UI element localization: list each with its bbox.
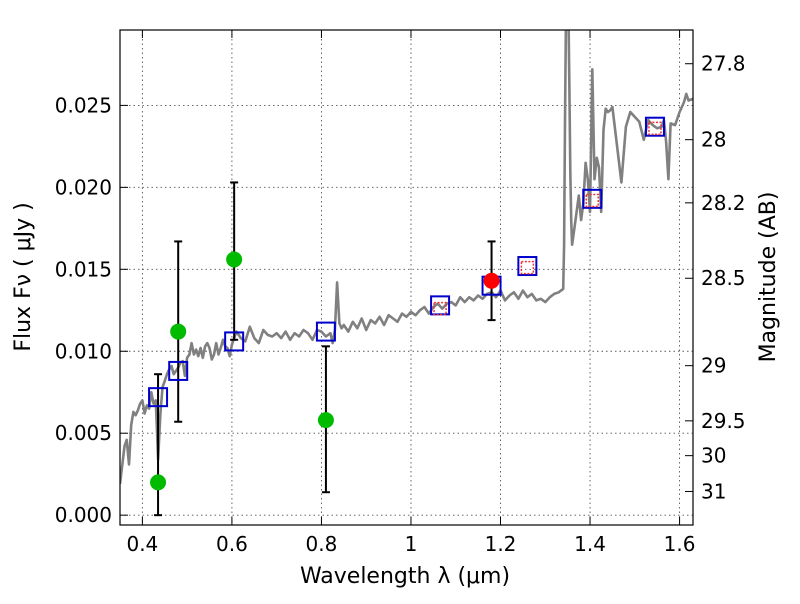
y-tick-label: 0.005 [55,421,112,445]
observed-photometry-point [483,272,500,289]
y-tick-label: 0.015 [55,257,112,281]
observed-photometry-square [585,193,600,208]
x-tick-label: 0.8 [306,532,338,556]
data-markers [148,116,665,491]
model-photometry-point [224,331,245,352]
observed-photometry-square [520,260,535,275]
plot-frame [119,29,694,526]
right-tick-label: 28.5 [701,266,746,290]
tick-labels: 0.4 0.6 0.8 1 1.2 1.4 1.6 0.000 0.005 0.010 0.015 0… [55,52,746,556]
model-photometry-point [148,387,169,408]
y-axis-label-left: Flux Fν ( μJy ) [11,202,36,351]
observed-photometry-square [648,121,662,136]
x-tick-label: 1 [405,532,418,556]
right-tick-label: 29.5 [701,409,746,433]
right-tick-label: 28 [701,128,726,152]
observed-photometry-point [150,474,167,491]
y-tick-label: 0.025 [55,93,112,117]
y-axis-label-right: Magnitude (AB) [756,192,781,363]
model-photometry-point [168,360,189,381]
right-tick-label: 27.8 [701,52,746,76]
grid-lines [120,30,693,525]
observed-photometry-point [170,323,187,340]
right-tick-label: 28.2 [701,191,746,215]
observed-photometry-point [226,251,243,268]
template-spectrum-line [120,30,693,485]
y-tick-label: 0.020 [55,175,112,199]
model-photometry-point [582,188,603,209]
y-tick-label: 0.010 [55,339,112,363]
x-tick-label: 1.6 [664,532,696,556]
x-axis-label: Wavelength λ (μm) [300,564,510,589]
right-tick-label: 30 [701,444,726,468]
right-tick-label: 31 [701,479,726,503]
template-spectrum [120,30,693,485]
model-photometry-point [315,321,336,342]
x-tick-label: 0.4 [126,532,158,556]
y-tick-label: 0.000 [55,503,112,527]
x-tick-label: 0.6 [216,532,248,556]
observed-photometry-point [317,412,334,429]
observed-photometry-square [433,301,447,316]
right-tick-label: 29 [701,354,726,378]
model-photometry-point [517,256,538,277]
model-photometry-point [644,116,665,137]
x-tick-label: 1.2 [485,532,517,556]
axes [119,29,694,526]
x-tick-label: 1.4 [574,532,606,556]
